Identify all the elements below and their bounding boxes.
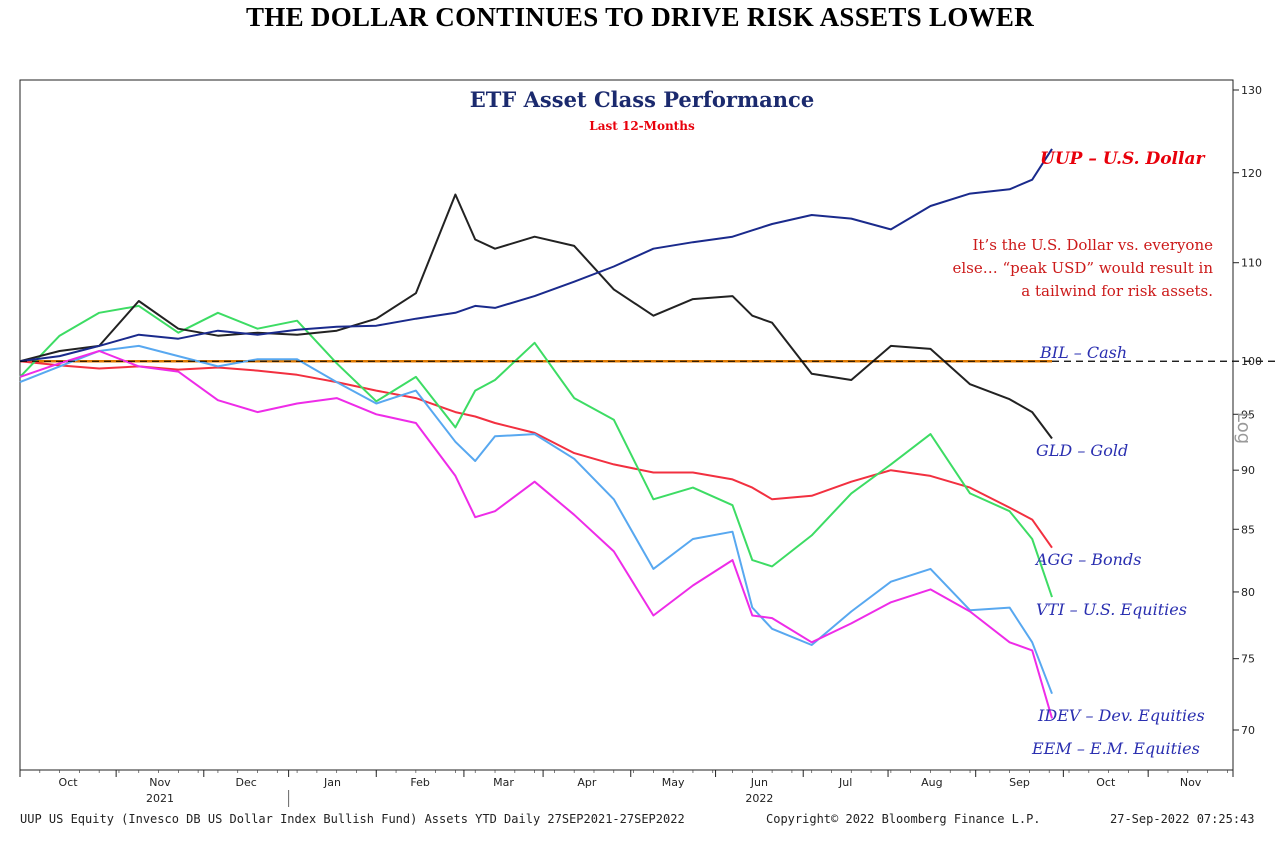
- y-axis: 70 75 80 85 90 95 100 110 120 130: [1233, 84, 1262, 737]
- log-axis-label: Log: [1233, 412, 1254, 444]
- annotation-line-1: It’s the U.S. Dollar vs. everyone: [972, 236, 1213, 254]
- x-tick-label-aug-10: Aug: [921, 776, 942, 789]
- x-tick-label-apr-6: Apr: [577, 776, 597, 789]
- x-axis: Oct Nov Dec Jan Feb Mar Apr May Jun Jul Aug Sep Oct N…: [19, 770, 1234, 807]
- x-tick-label-jan-3: Jan: [323, 776, 341, 789]
- series-line-agg-bonds: [19, 360, 1053, 549]
- y-tick-label-70: 70: [1241, 724, 1255, 737]
- x-tick-label-oct-0: Oct: [59, 776, 79, 789]
- series-line-idev-dev-equities: [19, 344, 1053, 695]
- x-tick-label-sep-11: Sep: [1009, 776, 1030, 789]
- y-tick-label-90: 90: [1241, 464, 1255, 477]
- footer-copyright: Copyright© 2022 Bloomberg Finance L.P.: [766, 812, 1041, 826]
- y-tick-label-120: 120: [1241, 167, 1262, 180]
- series-line-uup-u-s-dollar: [19, 148, 1053, 363]
- x-year-label-2021: 2021: [146, 792, 174, 805]
- x-tick-label-jun-8: Jun: [750, 776, 768, 789]
- series-line-vti-u-s-equities: [19, 304, 1053, 598]
- x-tick-label-feb-4: Feb: [410, 776, 429, 789]
- y-tick-label-110: 110: [1241, 257, 1262, 270]
- annotation-line-2: else… “peak USD” would result in: [952, 259, 1213, 277]
- footer-timestamp: 27-Sep-2022 07:25:43: [1110, 812, 1255, 826]
- y-tick-label-80: 80: [1241, 586, 1255, 599]
- y-tick-label-85: 85: [1241, 523, 1255, 536]
- x-tick-label-nov-13: Nov: [1180, 776, 1202, 789]
- y-tick-label-130: 130: [1241, 84, 1262, 97]
- series-label-vti-u-s-equities: VTI – U.S. Equities: [1036, 600, 1187, 619]
- y-tick-label-100: 100: [1241, 355, 1262, 368]
- x-tick-label-oct-12: Oct: [1096, 776, 1116, 789]
- x-tick-label-may-7: May: [662, 776, 685, 789]
- x-tick-label-jul-9: Jul: [838, 776, 852, 789]
- x-year-label-2022: 2022: [745, 792, 773, 805]
- series-lines: [19, 148, 1053, 719]
- footer-source: UUP US Equity (Invesco DB US Dollar Inde…: [20, 812, 685, 826]
- y-tick-label-95: 95: [1241, 408, 1255, 421]
- x-tick-label-dec-2: Dec: [236, 776, 257, 789]
- series-label-idev-dev-equities: IDEV – Dev. Equities: [1037, 706, 1205, 725]
- series-label-agg-bonds: AGG – Bonds: [1034, 550, 1141, 569]
- series-label-bil-cash: BIL – Cash: [1039, 343, 1127, 362]
- series-line-gld-gold: [19, 193, 1053, 440]
- headline: THE DOLLAR CONTINUES TO DRIVE RISK ASSET…: [245, 2, 1035, 32]
- series-label-eem-e-m-equities: EEM – E.M. Equities: [1031, 739, 1200, 758]
- x-tick-label-nov-1: Nov: [149, 776, 171, 789]
- x-tick-label-mar-5: Mar: [493, 776, 514, 789]
- chart-title: ETF Asset Class Performance: [470, 87, 814, 112]
- annotation-line-3: a tailwind for risk assets.: [1021, 282, 1213, 300]
- series-label-gld-gold: GLD – Gold: [1036, 441, 1128, 460]
- y-tick-label-75: 75: [1241, 653, 1255, 666]
- series-line-eem-e-m-equities: [19, 350, 1053, 719]
- plot-frame: [19, 79, 1234, 771]
- chart-subtitle: Last 12-Months: [589, 119, 695, 133]
- series-label-uup-u-s-dollar: UUP – U.S. Dollar: [1040, 149, 1205, 169]
- series-labels: UUP – U.S. Dollar BIL – Cash GLD – Gold AGG…: [1031, 149, 1205, 758]
